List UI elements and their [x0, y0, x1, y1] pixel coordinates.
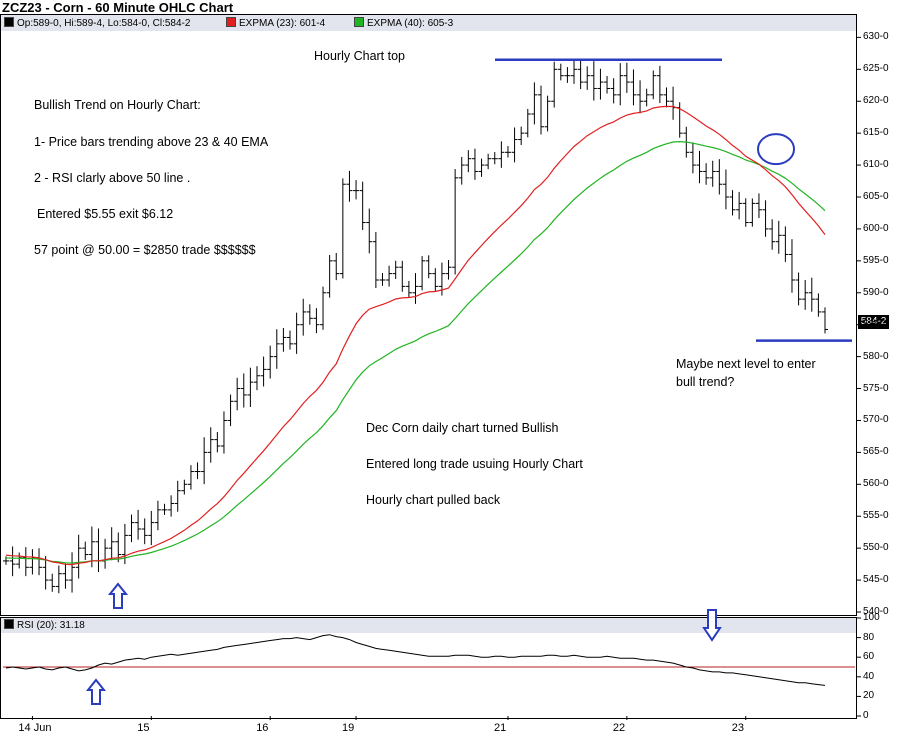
price-tick-label: 625-0 — [863, 63, 889, 75]
price-tick-label: 615-0 — [863, 127, 889, 139]
annotation-pulled: Hourly chart pulled back — [366, 493, 501, 507]
price-tick-label: 570-0 — [863, 414, 889, 426]
rsi-tick-label: 20 — [863, 690, 875, 702]
price-tick-label: 630-0 — [863, 31, 889, 43]
price-tick-label: 545-0 — [863, 574, 889, 586]
price-tick-label: 540-0 — [863, 606, 889, 617]
time-tick-label: 16 — [256, 722, 269, 734]
time-tick-label: 19 — [342, 722, 355, 734]
ema23-swatch — [226, 17, 236, 27]
rsi-swatch — [4, 619, 14, 629]
up-arrow-price-icon — [107, 582, 129, 609]
chart-title: ZCZ23 - Corn - 60 Minute OHLC Chart — [2, 0, 234, 15]
annotation-entered-long: Entered long trade usuing Hourly Chart — [366, 457, 583, 471]
annotation-point2: 2 - RSI clarly above 50 line . — [34, 171, 191, 185]
price-tick-label: 590-0 — [863, 286, 889, 298]
rsi-line — [5, 634, 826, 686]
price-tick-label: 575-0 — [863, 382, 889, 394]
ema23-line — [5, 105, 826, 566]
rsi-panel — [0, 617, 857, 719]
annotation-maybe-line2: bull trend? — [676, 375, 735, 389]
price-tick-label: 610-0 — [863, 159, 889, 171]
rsi-tick-label: 40 — [863, 670, 875, 682]
price-tick-label: 550-0 — [863, 542, 889, 554]
ema40-legend-text: EXPMA (40): 605-3 — [367, 18, 454, 29]
price-tick-label: 600-0 — [863, 222, 889, 234]
time-tick-label: 15 — [137, 722, 150, 734]
ema40-legend: EXPMA (40): 605-3 — [354, 17, 453, 29]
rsi-tick-label: 60 — [863, 651, 875, 663]
ema40-line — [5, 140, 826, 564]
annotation-hourly-top: Hourly Chart top — [314, 49, 406, 63]
ema40-swatch — [354, 17, 364, 27]
price-tick-label: 595-0 — [863, 254, 889, 266]
down-arrow-rsi-icon — [702, 609, 722, 642]
rsi-legend-bar — [1, 618, 856, 633]
rsi-tick-label: 100 — [863, 612, 880, 623]
price-tick-label: 585-0 — [863, 318, 889, 330]
price-legend-bar — [1, 15, 856, 31]
ohlc-legend-text: Op:589-0, Hi:589-4, Lo:584-0, Cl:584-2 — [17, 18, 191, 29]
ohlc-swatch — [4, 17, 14, 27]
price-tick-label: 620-0 — [863, 95, 889, 107]
rsi-tick-label: 0 — [863, 710, 869, 721]
annotation-points: 57 point @ 50.00 = $2850 trade $$$$$$ — [34, 243, 256, 257]
ema-cross-circle — [757, 133, 795, 166]
annotation-daily: Dec Corn daily chart turned Bullish — [366, 421, 559, 435]
annotation-maybe-line1: Maybe next level to enter — [676, 357, 816, 371]
price-tick-label: 565-0 — [863, 446, 889, 458]
annotation-trend-title: Bullish Trend on Hourly Chart: — [34, 98, 201, 112]
annotation-entered: Entered $5.55 exit $6.12 — [37, 207, 174, 221]
time-tick-label: 14 Jun — [18, 722, 52, 734]
price-tick-label: 555-0 — [863, 510, 889, 522]
ema23-legend: EXPMA (23): 601-4 — [226, 17, 325, 29]
time-tick-label: 21 — [493, 722, 507, 734]
time-tick-label: 23 — [731, 722, 744, 734]
price-tick-label: 560-0 — [863, 478, 889, 490]
annotation-point1: 1- Price bars trending above 23 & 40 EMA — [34, 135, 269, 149]
price-tick-label: 580-0 — [863, 350, 889, 362]
up-arrow-rsi-icon — [85, 678, 107, 705]
rsi-tick-label: 80 — [863, 631, 875, 643]
last-price-label: 584-2 — [858, 315, 889, 329]
ema23-legend-text: EXPMA (23): 601-4 — [239, 18, 326, 29]
ohlc-legend: Op:589-0, Hi:589-4, Lo:584-0, Cl:584-2 — [4, 17, 190, 29]
rsi-legend: RSI (20): 31.18 — [4, 619, 85, 631]
price-tick-label: 605-0 — [863, 191, 889, 202]
rsi-legend-text: RSI (20): 31.18 — [17, 620, 85, 631]
time-tick-label: 22 — [612, 722, 626, 734]
price-panel — [0, 14, 857, 616]
